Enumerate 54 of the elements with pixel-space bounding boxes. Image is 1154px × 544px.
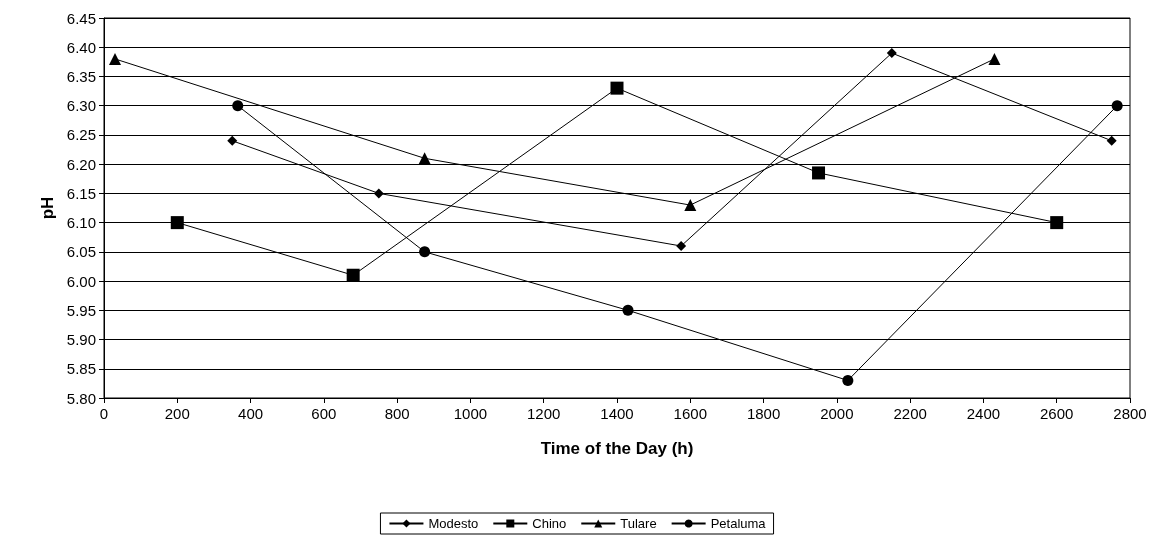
point xyxy=(418,152,431,165)
x-tick-label: 1600 xyxy=(673,405,707,422)
y-tick-label: 5.85 xyxy=(66,360,96,378)
point xyxy=(622,304,634,316)
point xyxy=(676,241,687,251)
point xyxy=(1050,216,1064,230)
y-tick-label: 5.95 xyxy=(66,301,96,319)
x-tick-label: 2600 xyxy=(1040,405,1074,422)
point xyxy=(1106,135,1117,146)
point xyxy=(988,52,1001,65)
point xyxy=(346,268,360,282)
y-tick-label: 6.30 xyxy=(66,97,96,115)
x-tick-label: 600 xyxy=(311,405,337,422)
legend-label: Petaluma xyxy=(710,516,767,531)
x-tick-label: 400 xyxy=(238,405,264,422)
point xyxy=(419,246,431,258)
point xyxy=(684,199,697,212)
legend-label: Chino xyxy=(532,516,567,531)
y-tick-label: 6.35 xyxy=(66,67,96,85)
x-tick-label: 2800 xyxy=(1113,405,1147,422)
x-axis-title: Time of the Day (h) xyxy=(540,439,694,458)
point xyxy=(108,52,121,65)
legend-label: Modesto xyxy=(428,516,479,531)
point xyxy=(812,166,826,180)
y-tick-label: 5.90 xyxy=(66,331,96,349)
x-tick-label: 1800 xyxy=(746,405,781,422)
x-tick-label: 0 xyxy=(99,405,109,422)
x-tick-label: 1200 xyxy=(527,405,561,422)
point xyxy=(842,374,854,386)
y-tick-label: 5.80 xyxy=(66,389,96,407)
point xyxy=(886,48,897,59)
x-tick-label: 2400 xyxy=(966,405,1001,422)
legend-label: Tulare xyxy=(620,516,657,531)
point xyxy=(373,188,384,199)
y-tick-label: 6.40 xyxy=(66,38,96,56)
x-tick-label: 800 xyxy=(384,405,410,422)
x-tick-label: 1400 xyxy=(600,405,634,422)
point xyxy=(170,216,184,230)
point xyxy=(610,81,624,95)
point xyxy=(232,100,244,112)
point xyxy=(227,135,238,146)
y-tick-label: 6.20 xyxy=(66,155,96,173)
y-tick-label: 6.10 xyxy=(66,214,96,232)
y-tick-label: 6.15 xyxy=(66,184,96,202)
x-tick-label: 200 xyxy=(164,405,190,422)
point xyxy=(1111,100,1123,112)
y-tick-label: 6.45 xyxy=(66,9,96,27)
y-tick-label: 6.25 xyxy=(66,126,96,144)
y-axis-title: pH xyxy=(37,196,57,220)
x-tick-label: 1000 xyxy=(453,405,488,422)
y-tick-label: 6.05 xyxy=(66,243,96,261)
y-tick-label: 6.00 xyxy=(66,272,96,290)
x-tick-label: 2200 xyxy=(893,405,927,422)
x-tick-label: 2000 xyxy=(820,405,854,422)
